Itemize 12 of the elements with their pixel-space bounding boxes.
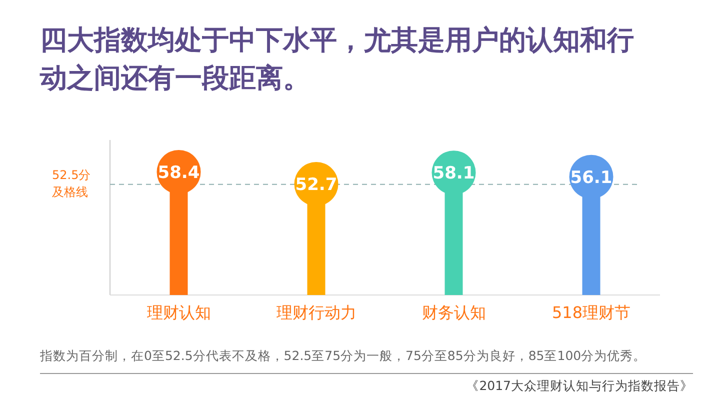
- x-tick-label: 理财行动力: [276, 303, 356, 322]
- data-label: 58.1: [432, 164, 475, 184]
- data-label: 56.1: [570, 168, 612, 188]
- data-label: 58.4: [158, 163, 200, 183]
- ref-line-label: 52.5分及格线: [52, 167, 92, 202]
- x-tick-label: 518理财节: [552, 303, 631, 322]
- text: 《2017大众理财认知与行为指数报告》: [466, 378, 693, 395]
- text: 指数为百分制，在0至52.5分代表不及格，52.5至75分为一般，75分至85分为良好，85至100分为优秀。: [40, 348, 646, 365]
- chart-title: 四大指数均处于中下水平，尤其是用户的认知和行动之间还有一段距离。: [40, 24, 635, 96]
- x-tick-label: 理财认知: [146, 303, 211, 322]
- x-tick-label: 财务认知: [422, 303, 486, 322]
- data-label: 52.7: [295, 175, 338, 196]
